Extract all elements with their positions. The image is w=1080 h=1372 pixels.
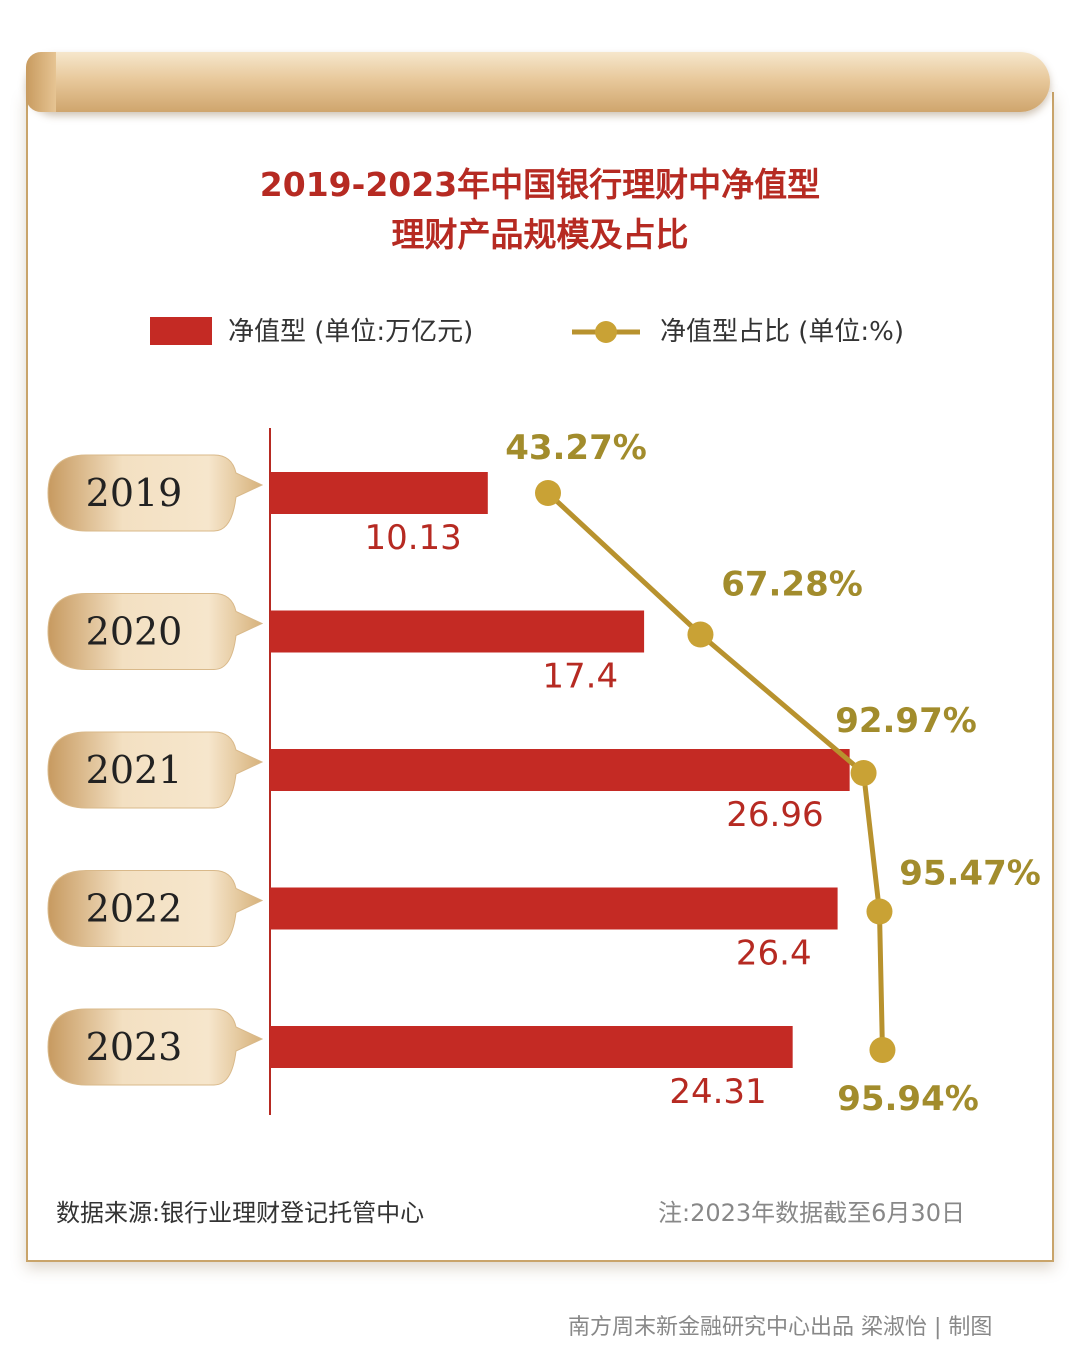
legend-bar-label: 净值型 (单位:万亿元) xyxy=(228,317,474,347)
ratio-point-2022 xyxy=(866,898,893,925)
ratio-value-label: 67.28% xyxy=(721,565,863,605)
bar-2019 xyxy=(270,472,488,514)
bar-value-label: 17.4 xyxy=(542,657,618,697)
ratio-value-label: 95.94% xyxy=(837,1079,979,1119)
legend-bar-swatch xyxy=(150,317,212,345)
ratio-value-label: 92.97% xyxy=(835,701,977,741)
ratio-point-2021 xyxy=(850,760,877,786)
footnote: 注:2023年数据截至6月30日 xyxy=(658,1199,965,1227)
bar-value-label: 24.31 xyxy=(669,1072,766,1112)
year-tag-label: 2022 xyxy=(86,887,183,931)
bar-value-label: 10.13 xyxy=(364,518,461,558)
bar-2020 xyxy=(270,610,645,653)
bar-2021 xyxy=(270,749,850,791)
bar-2023 xyxy=(270,1026,793,1068)
year-tag-label: 2020 xyxy=(86,610,183,654)
year-tag-label: 2019 xyxy=(86,471,183,515)
legend-line-label: 净值型占比 (单位:%) xyxy=(660,317,905,347)
legend-line-marker xyxy=(595,321,617,343)
ratio-point-2020 xyxy=(687,621,714,648)
scroll-roll-decoration xyxy=(26,52,1050,112)
year-tag-2020 xyxy=(47,593,264,670)
chart-title-line-2: 理财产品规模及占比 xyxy=(391,215,689,254)
year-tag-2023 xyxy=(47,1008,264,1086)
data-source: 数据来源:银行业理财登记托管中心 xyxy=(56,1199,425,1227)
year-tag-2021 xyxy=(47,731,264,809)
credit-line: 南方周末新金融研究中心出品 梁淑怡 | 制图 xyxy=(568,1315,993,1340)
ratio-value-label: 43.27% xyxy=(505,428,647,468)
ratio-point-2019 xyxy=(535,480,561,506)
bar-value-label: 26.96 xyxy=(726,795,823,835)
year-tag-2019 xyxy=(47,454,264,532)
chart-title-line-1: 2019-2023年中国银行理财中净值型 xyxy=(259,165,821,204)
year-tag-label: 2021 xyxy=(86,748,183,792)
scroll-curl-decoration xyxy=(26,52,56,112)
bar-value-label: 26.4 xyxy=(736,934,812,974)
ratio-value-label: 95.47% xyxy=(899,854,1041,894)
year-tag-label: 2023 xyxy=(86,1025,183,1069)
year-tag-2022 xyxy=(47,870,264,947)
ratio-point-2023 xyxy=(869,1037,896,1063)
bar-2022 xyxy=(270,887,838,930)
